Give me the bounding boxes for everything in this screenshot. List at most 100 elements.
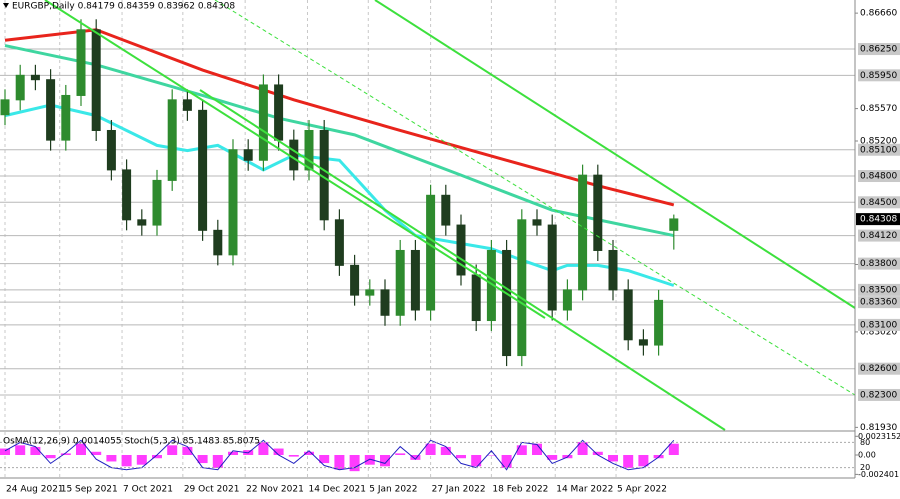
stoch-tick-label: 80 [860,438,870,447]
chart-title: EURGBP,Daily 0.84179 0.84359 0.83962 0.8… [12,2,235,12]
osma-bar [304,451,314,455]
candle-body [380,289,390,316]
trend-line [199,89,726,431]
candle-body [198,109,208,231]
candle-body [334,219,344,266]
osma-bar [608,455,618,462]
candle-body [654,299,664,346]
candle-body [91,29,101,131]
level-label-box [858,43,900,56]
stoch-line [4,439,675,471]
level-label-box [858,69,900,82]
level-label: 0.85950 [860,71,897,81]
osma-bar [471,455,482,467]
candle-body [471,274,481,322]
level-label: 0.83100 [860,320,897,330]
level-label: 0.86250 [860,45,897,55]
level-label: 0.84120 [860,231,897,241]
osma-bar [136,455,147,465]
trend-lines [44,0,856,431]
x-tick-label: 15 Sep 2021 [61,485,118,495]
osma-bar [273,448,284,455]
x-tick-label: 29 Oct 2021 [184,485,240,495]
x-tick-label: 14 Dec 2021 [308,485,366,495]
osma-bar [486,455,497,456]
level-label: 0.82600 [860,364,897,374]
level-label: 0.85100 [860,145,897,155]
osma-bar [577,442,588,455]
osma-bar [15,445,26,455]
candle-body [517,219,527,357]
osma-bar [121,455,132,467]
x-tick-label: 22 Nov 2021 [246,485,304,495]
trend-line [374,0,856,309]
candle-body [274,84,284,141]
trend-line [214,0,856,396]
osma-bar [152,455,162,459]
candle-body [167,99,177,181]
level-label: 0.82300 [860,390,897,400]
candle-body [243,149,253,161]
level-label-box [858,170,900,183]
trend-line [44,0,546,319]
osma-bar [638,455,649,467]
level-label-box [858,318,900,331]
level-label: 0.83800 [860,259,897,269]
osma-bar [197,455,208,464]
candle-body [0,99,10,116]
osma-bar [395,453,406,455]
header-icon [3,3,9,8]
osma-bar [410,455,421,460]
osma-bar [258,442,269,455]
level-label: 0.84800 [860,172,897,182]
osma-bar [349,455,360,472]
candle-body [61,94,71,141]
candle-body [395,249,405,316]
stoch-tick-label: 20 [860,463,870,472]
candle-body [350,264,360,296]
level-label-box [858,283,900,296]
indicator-title: OsMA(12,26,9) 0.0014055 Stoch(5,3,3) 85.… [3,437,260,447]
osma-bar [532,443,542,455]
candle-body [213,229,223,256]
x-tick-label: 5 Apr 2022 [617,485,667,495]
osma-bar [167,445,178,455]
osma-bar [456,455,466,459]
osma-bar [501,455,512,468]
candle-body [289,139,299,171]
candle-body [15,74,25,101]
x-tick-label: 27 Jan 2022 [432,485,486,495]
osma-bar [319,455,330,464]
y-tick-label: 0.85200 [860,136,897,146]
osma-bar [623,455,634,468]
osma-bar [334,455,345,470]
level-label-box [858,196,900,209]
candle-body [76,29,86,96]
level-label: 0.84500 [860,198,897,208]
candle-body [182,99,192,111]
level-label: 0.83500 [860,285,897,295]
osma-tick-label: -0.002401 [858,470,899,479]
osma-bar [228,451,238,455]
osma-bar [106,455,117,462]
level-label-box [858,257,900,270]
price-label-box [856,213,900,226]
plot-layer [0,0,855,478]
candle-body [46,79,56,141]
level-label-box [858,229,900,242]
level-label: 0.83360 [860,298,897,308]
x-tick-label: 5 Jan 2022 [369,485,417,495]
osma-bar [30,446,41,455]
level-label-box [858,143,900,156]
candle-body [623,289,633,341]
osma-bar [380,455,390,467]
candle-body [638,339,648,346]
candle-body [502,249,512,357]
level-label-box [858,362,900,375]
level-label-box [858,296,900,309]
x-tick-label: 7 Oct 2021 [123,485,173,495]
candle-body [152,179,162,226]
osma-bar [425,443,436,455]
level-label-box [858,388,900,401]
